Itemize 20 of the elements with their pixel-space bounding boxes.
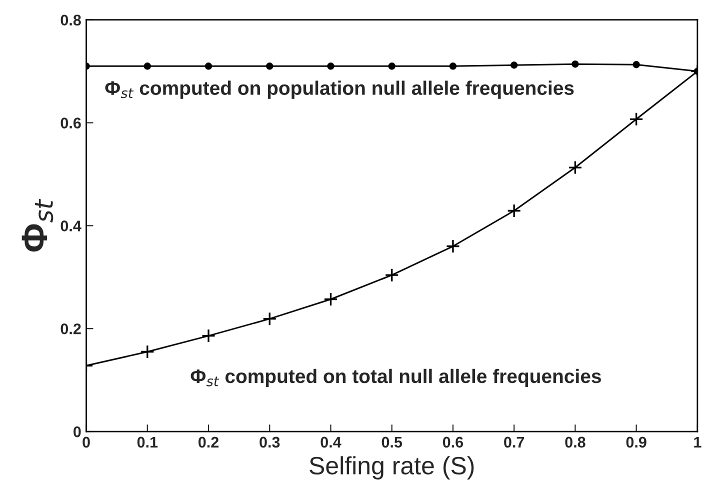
x-axis-title: Selfing rate (S)	[310, 456, 474, 480]
x-tick-label: 0.4	[320, 436, 342, 448]
x-tick-label: 0.1	[137, 436, 158, 448]
x-tick-label: 0.8	[565, 436, 586, 448]
x-tick-label: 0.2	[198, 436, 219, 448]
y-tick-label: 0.4	[60, 220, 82, 232]
x-tick-label: 1	[694, 436, 702, 448]
x-tick-label: 0	[82, 436, 90, 448]
x-tick-label: 0.6	[442, 436, 464, 448]
y-tick-label: 0.2	[60, 323, 81, 334]
series-label: Φ$_{st}$ computed on population null allele frequencies	[105, 80, 574, 99]
x-tick-label: 0.3	[260, 436, 280, 448]
x-tick-label: 0.9	[626, 436, 646, 448]
y-tick-label: 0	[74, 426, 81, 438]
series-label: Φ$_{st}$ computed on total null allele frequencies	[190, 368, 601, 387]
y-tick-label: 0.6	[60, 118, 81, 128]
x-tick-label: 0.7	[504, 436, 524, 448]
y-tick-label: 0.8	[60, 14, 81, 26]
y-axis-title: Φ$_{st}$	[22, 198, 54, 252]
x-tick-label: 0.5	[382, 436, 402, 448]
